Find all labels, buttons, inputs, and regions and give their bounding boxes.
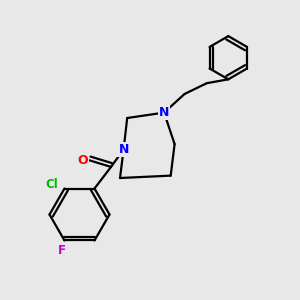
Text: Cl: Cl	[46, 178, 58, 191]
Text: N: N	[118, 143, 129, 156]
Text: N: N	[159, 106, 169, 119]
Text: O: O	[77, 154, 88, 167]
Text: F: F	[58, 244, 65, 256]
